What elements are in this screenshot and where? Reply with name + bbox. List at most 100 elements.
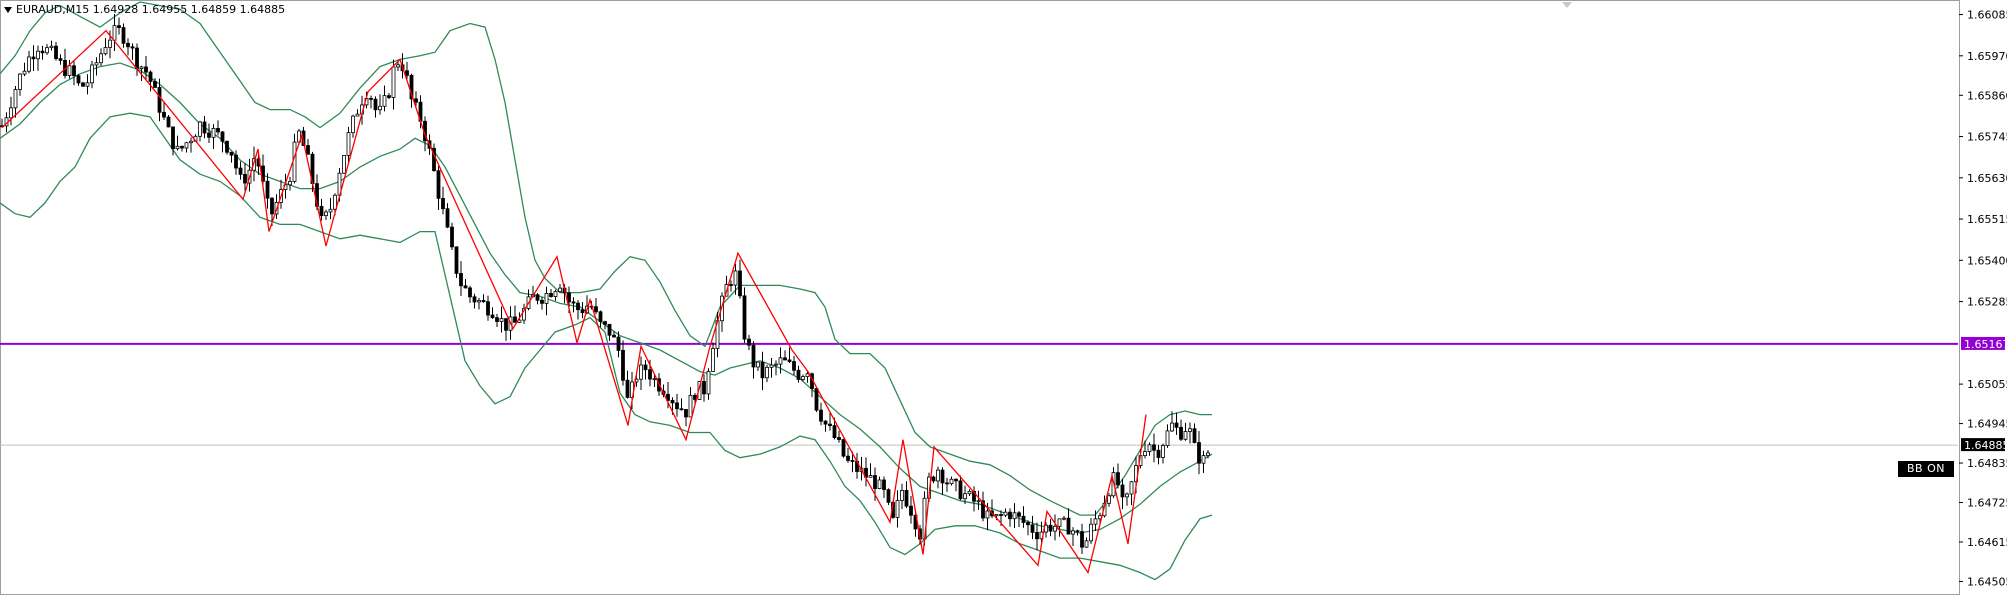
candle [45, 44, 49, 55]
candle [958, 475, 963, 501]
bb-status-badge[interactable]: BB ON [1898, 461, 1954, 477]
candle [1192, 423, 1197, 444]
candle-body [1197, 442, 1201, 464]
candle [306, 139, 310, 155]
candle-body [148, 71, 153, 82]
candle [850, 451, 855, 473]
y-tick-label: 1.64945 [1967, 418, 2007, 431]
candle [904, 481, 909, 509]
candle [1084, 537, 1089, 548]
candle [445, 203, 450, 229]
candle [823, 420, 828, 432]
candle [18, 73, 22, 96]
candle [1156, 445, 1161, 465]
candle-body [904, 490, 909, 507]
candle-body [513, 316, 517, 323]
candle [49, 40, 54, 51]
candle [288, 176, 292, 191]
candle [972, 486, 976, 512]
candle-body [121, 27, 126, 44]
candle [909, 495, 913, 524]
candle-body [594, 306, 598, 313]
candle-body [72, 65, 76, 77]
candle-body [967, 491, 972, 495]
candle-body [598, 311, 603, 322]
candle [828, 412, 832, 431]
candle [747, 334, 751, 351]
candle [814, 387, 819, 413]
candle-body [931, 476, 936, 482]
candle [1021, 506, 1026, 528]
candle [675, 393, 679, 417]
candle [981, 491, 985, 522]
candle [31, 45, 36, 71]
candle [540, 297, 544, 310]
dropdown-triangle-icon[interactable] [4, 6, 12, 13]
candle-body [697, 381, 702, 400]
candle-body [1012, 512, 1017, 520]
candle-body [1206, 452, 1210, 456]
candle [265, 173, 270, 209]
candle [1093, 510, 1098, 532]
candle-body [801, 376, 805, 380]
candle [963, 485, 967, 505]
candle [1080, 523, 1084, 555]
candle [580, 301, 585, 319]
candle-body [1093, 518, 1098, 525]
candle-body [621, 350, 625, 381]
candle-body [504, 318, 508, 331]
candle [234, 150, 238, 175]
scroll-marker-icon[interactable] [1562, 2, 1572, 8]
candle [940, 467, 945, 495]
candle [900, 483, 904, 510]
candle [184, 141, 189, 153]
candle-body [1183, 431, 1188, 440]
candle-body [31, 56, 36, 60]
candle-body [171, 126, 175, 150]
candle-body [220, 131, 225, 142]
candle [342, 155, 346, 174]
candle-body [94, 62, 99, 66]
candle [1120, 478, 1125, 510]
candle-body [382, 95, 387, 107]
candle [1206, 450, 1210, 459]
candle [931, 475, 936, 484]
candle [886, 488, 891, 505]
candle-body [450, 226, 454, 248]
y-tick-label: 1.65970 [1967, 50, 2007, 63]
candle-body [625, 379, 630, 398]
candle-body [243, 173, 247, 184]
candle-body [207, 132, 211, 138]
candle-body [1120, 484, 1125, 498]
candle [1197, 431, 1201, 475]
candle [1066, 508, 1071, 535]
candle-body [306, 145, 310, 155]
candle [882, 476, 886, 498]
candle-body [9, 107, 13, 119]
candle [324, 209, 328, 220]
candle [1143, 440, 1147, 459]
candle [117, 17, 121, 35]
candle [1129, 481, 1134, 506]
y-tick-label: 1.65285 [1967, 296, 2007, 309]
candle [711, 342, 715, 372]
candle-body [1080, 531, 1084, 548]
candle-body [603, 321, 607, 325]
candle [99, 48, 103, 67]
bb-lower-band [0, 112, 1213, 581]
candle-body [67, 65, 72, 76]
candle-body [1201, 455, 1206, 464]
candle [211, 124, 216, 149]
candle-body [729, 284, 733, 286]
candle-body [756, 361, 760, 368]
candle-body [832, 425, 837, 438]
candle-body [40, 50, 45, 54]
candle-body [1147, 444, 1152, 452]
candle [346, 126, 351, 163]
candle-body [648, 369, 652, 380]
candle [490, 307, 495, 319]
y-tick-label: 1.65055 [1967, 378, 2007, 391]
candle [976, 490, 981, 510]
